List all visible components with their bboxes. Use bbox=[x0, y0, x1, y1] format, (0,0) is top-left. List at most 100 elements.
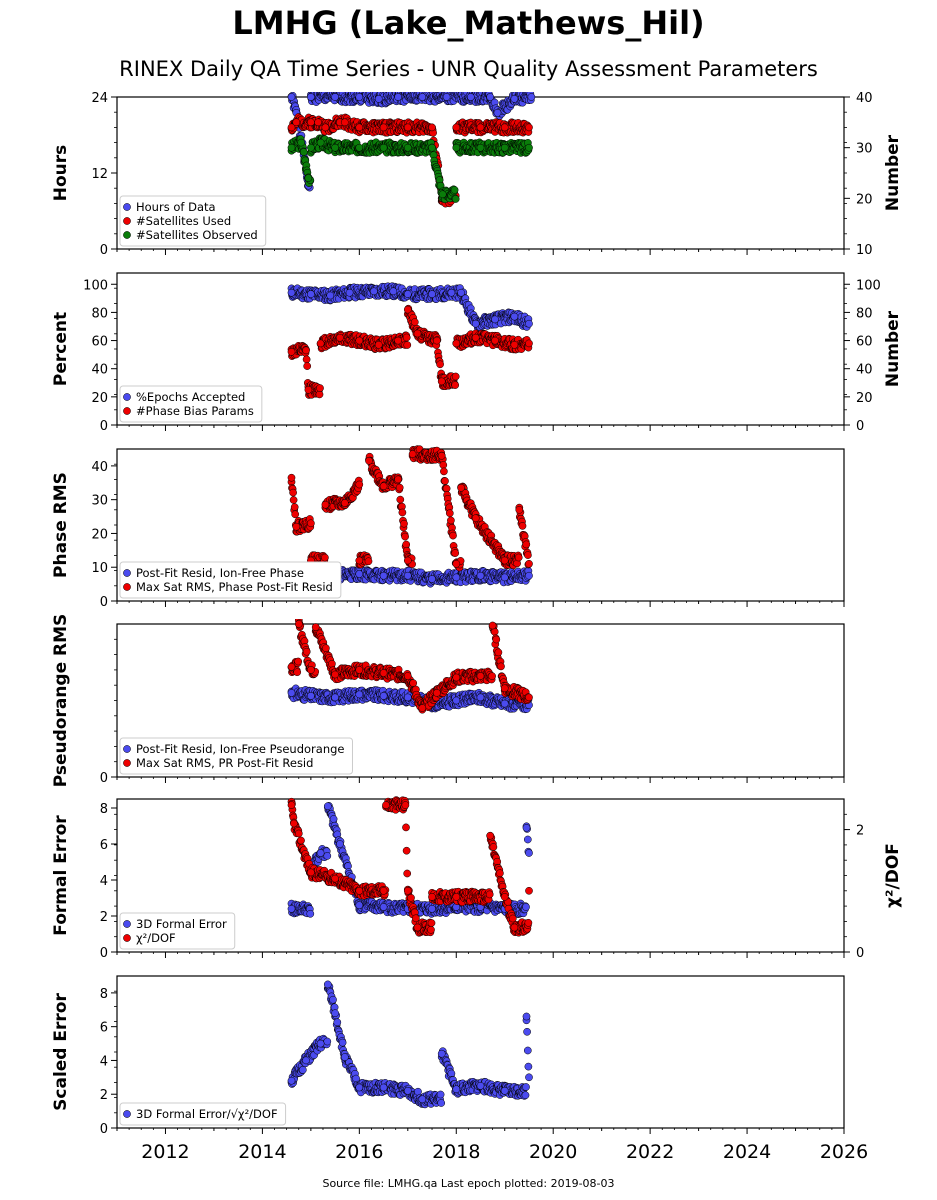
data-point bbox=[418, 93, 427, 101]
data-point bbox=[331, 143, 339, 152]
legend: Post-Fit Resid, Ion-Free PseudorangeMax … bbox=[119, 737, 353, 775]
data-point bbox=[299, 148, 308, 156]
legend-label: Max Sat RMS, Phase Post-Fit Resid bbox=[136, 580, 333, 594]
y2-tick-label: 100 bbox=[856, 278, 881, 293]
legend: %Epochs Accepted#Phase Bias Params bbox=[119, 385, 263, 423]
y2-tick-label: 40 bbox=[856, 91, 873, 106]
y2-axis-label: Number bbox=[883, 310, 903, 387]
series-2 bbox=[287, 619, 533, 714]
data-point bbox=[389, 287, 398, 296]
data-point bbox=[500, 573, 509, 582]
data-point bbox=[497, 662, 505, 671]
page-title: LMHG (Lake_Mathews_Hil) bbox=[232, 4, 705, 42]
data-point bbox=[471, 319, 480, 328]
data-point bbox=[364, 557, 373, 566]
data-point bbox=[287, 288, 296, 297]
data-point bbox=[471, 333, 480, 342]
data-point bbox=[428, 123, 436, 132]
data-point bbox=[439, 461, 448, 469]
y-tick-label: 24 bbox=[91, 91, 108, 106]
data-point bbox=[418, 704, 427, 712]
data-point bbox=[452, 559, 461, 568]
y2-tick-label: 30 bbox=[856, 142, 873, 157]
y-axis-label: Pseudorange RMS bbox=[51, 614, 71, 788]
y-tick-label: 80 bbox=[91, 306, 108, 321]
y2-tick-label: 40 bbox=[856, 363, 873, 378]
data-point bbox=[326, 291, 335, 300]
y-tick-label: 8 bbox=[100, 802, 108, 817]
data-points bbox=[287, 282, 533, 399]
data-point bbox=[433, 689, 441, 697]
legend-label: #Satellites Used bbox=[136, 214, 231, 228]
data-point bbox=[306, 909, 315, 918]
data-point bbox=[518, 522, 527, 530]
data-point bbox=[436, 360, 444, 369]
y2-axis-label: Number bbox=[883, 134, 903, 211]
legend-marker bbox=[123, 231, 131, 239]
y2-tick-label: 20 bbox=[856, 391, 873, 406]
data-point bbox=[410, 318, 419, 326]
legend-label: #Satellites Observed bbox=[136, 228, 258, 242]
data-point bbox=[403, 672, 412, 680]
data-point bbox=[355, 666, 364, 674]
data-point bbox=[437, 377, 446, 386]
data-point bbox=[287, 143, 296, 152]
data-point bbox=[476, 123, 485, 132]
data-point bbox=[307, 143, 315, 152]
data-point bbox=[413, 329, 422, 338]
data-point bbox=[374, 340, 383, 349]
y2-tick-label: 2 bbox=[856, 824, 864, 839]
data-point bbox=[409, 679, 418, 687]
y-tick-label: 0 bbox=[100, 946, 108, 961]
data-point bbox=[316, 339, 325, 348]
data-point bbox=[400, 519, 408, 528]
y2-tick-label: 80 bbox=[856, 306, 873, 321]
data-point bbox=[438, 190, 447, 199]
y-tick-label: 6 bbox=[100, 838, 108, 853]
y-tick-label: 20 bbox=[91, 527, 108, 542]
data-point bbox=[287, 689, 296, 697]
data-point bbox=[292, 522, 301, 531]
data-point bbox=[525, 559, 533, 568]
data-point bbox=[525, 693, 533, 702]
page-subtitle: RINEX Daily QA Time Series - UNR Quality… bbox=[119, 57, 818, 81]
data-point bbox=[379, 123, 388, 132]
data-point bbox=[437, 451, 446, 460]
data-point bbox=[370, 287, 378, 296]
y-tick-label: 0 bbox=[100, 771, 108, 786]
data-point bbox=[355, 336, 364, 345]
data-point bbox=[433, 336, 441, 345]
data-point bbox=[304, 385, 313, 394]
data-point bbox=[289, 496, 298, 504]
data-point bbox=[398, 508, 407, 517]
data-point bbox=[494, 648, 503, 657]
data-point bbox=[328, 659, 336, 668]
data-point bbox=[321, 123, 330, 132]
data-point bbox=[340, 499, 349, 507]
data-point bbox=[527, 93, 536, 101]
data-point bbox=[500, 123, 509, 132]
data-point bbox=[287, 473, 296, 482]
series-2 bbox=[287, 304, 533, 399]
y2-tick-label: 20 bbox=[856, 192, 873, 207]
data-point bbox=[457, 288, 465, 297]
data-point bbox=[307, 290, 315, 298]
data-point bbox=[450, 186, 459, 194]
data-point bbox=[321, 553, 329, 562]
data-point bbox=[500, 556, 509, 565]
data-point bbox=[447, 516, 455, 525]
data-point bbox=[302, 346, 310, 355]
data-point bbox=[525, 319, 533, 328]
legend-label: #Phase Bias Params bbox=[136, 404, 254, 418]
y-tick-label: 40 bbox=[91, 363, 108, 378]
data-point bbox=[500, 684, 509, 693]
data-point bbox=[440, 467, 448, 476]
legend-marker bbox=[123, 759, 131, 767]
data-point bbox=[329, 815, 338, 823]
data-point bbox=[287, 123, 296, 132]
legend-label: Hours of Data bbox=[136, 200, 216, 214]
data-point bbox=[379, 143, 388, 152]
y2-tick-label: 0 bbox=[856, 946, 864, 961]
data-point bbox=[402, 333, 411, 342]
